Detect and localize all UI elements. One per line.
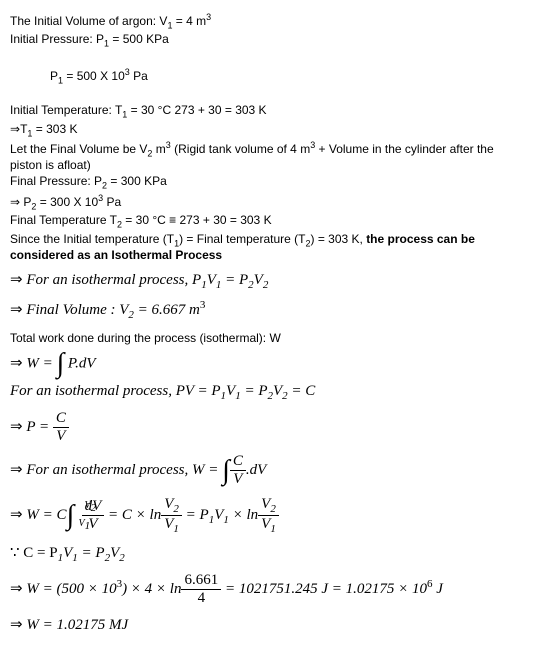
equation: ⇒ W = (500 × 103) × 4 × ln6.6614 = 10217…: [10, 572, 524, 607]
equation: ⇒ W = 1.02175 MJ: [10, 615, 524, 634]
equation: ⇒ P = CV: [10, 410, 524, 445]
equation: ⇒ Final Volume : V2 = 6.667 m3: [10, 299, 524, 321]
equation: ∵ C = P1V1 = P2V2: [10, 543, 524, 564]
text-line: Since the Initial temperature (T1) = Fin…: [10, 232, 524, 262]
equation: ⇒ W = C∫V2V1 dVV = C × lnV2V1 = P1V1 × l…: [10, 496, 524, 535]
equation: ⇒ For an isothermal process, W = ∫CV.dV: [10, 453, 524, 488]
blank-line: [10, 51, 524, 65]
text-line: P1 = 500 X 103 Pa: [50, 67, 524, 85]
text-line: Total work done during the process (isot…: [10, 331, 524, 345]
text-line: Final Temperature T2 = 30 °C ≡ 273 + 30 …: [10, 213, 524, 229]
text-line: Let the Final Volume be V2 m3 (Rigid tan…: [10, 140, 524, 172]
text-line: ⇒ P2 = 300 X 103 Pa: [10, 193, 524, 211]
text-line: ⇒T1 = 303 K: [10, 122, 524, 138]
equation: For an isothermal process, PV = P1V1 = P…: [10, 383, 524, 402]
text-line: Final Pressure: P2 = 300 KPa: [10, 174, 524, 190]
text-line: The Initial Volume of argon: V1 = 4 m3: [10, 12, 524, 30]
blank-line: [10, 87, 524, 101]
text-line: Initial Pressure: P1 = 500 KPa: [10, 32, 524, 48]
equation: ⇒ For an isothermal process, P1V1 = P2V2: [10, 270, 524, 291]
text-line: Initial Temperature: T1 = 30 °C 273 + 30…: [10, 103, 524, 119]
equation: ⇒ W = ∫ P.dV: [10, 353, 524, 375]
